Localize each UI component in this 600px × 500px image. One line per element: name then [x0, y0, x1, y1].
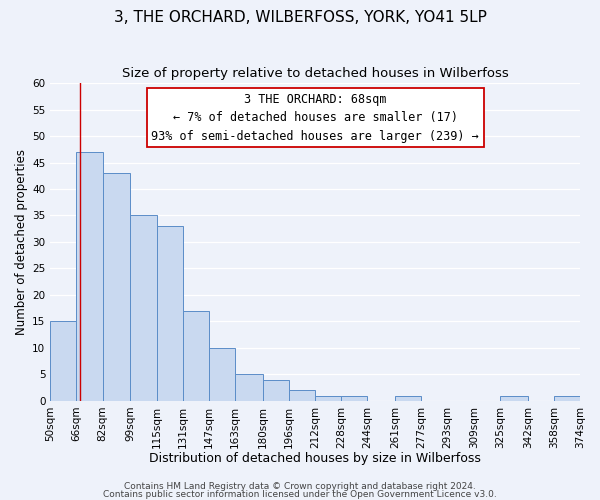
Bar: [554, 396, 580, 401]
Bar: [395, 396, 421, 401]
Bar: [235, 374, 263, 401]
Bar: [157, 226, 183, 401]
Bar: [76, 152, 103, 401]
Text: Contains HM Land Registry data © Crown copyright and database right 2024.: Contains HM Land Registry data © Crown c…: [124, 482, 476, 491]
Bar: [341, 396, 367, 401]
X-axis label: Distribution of detached houses by size in Wilberfoss: Distribution of detached houses by size …: [149, 452, 481, 465]
Bar: [130, 216, 157, 401]
Bar: [500, 396, 527, 401]
Text: Contains public sector information licensed under the Open Government Licence v3: Contains public sector information licen…: [103, 490, 497, 499]
Title: Size of property relative to detached houses in Wilberfoss: Size of property relative to detached ho…: [122, 68, 509, 80]
Bar: [315, 396, 341, 401]
Y-axis label: Number of detached properties: Number of detached properties: [15, 149, 28, 335]
Bar: [103, 173, 130, 401]
Text: 3 THE ORCHARD: 68sqm
← 7% of detached houses are smaller (17)
93% of semi-detach: 3 THE ORCHARD: 68sqm ← 7% of detached ho…: [151, 92, 479, 142]
Bar: [183, 311, 209, 401]
Bar: [289, 390, 315, 401]
Text: 3, THE ORCHARD, WILBERFOSS, YORK, YO41 5LP: 3, THE ORCHARD, WILBERFOSS, YORK, YO41 5…: [113, 10, 487, 25]
Bar: [50, 322, 76, 401]
Bar: [209, 348, 235, 401]
Bar: [263, 380, 289, 401]
